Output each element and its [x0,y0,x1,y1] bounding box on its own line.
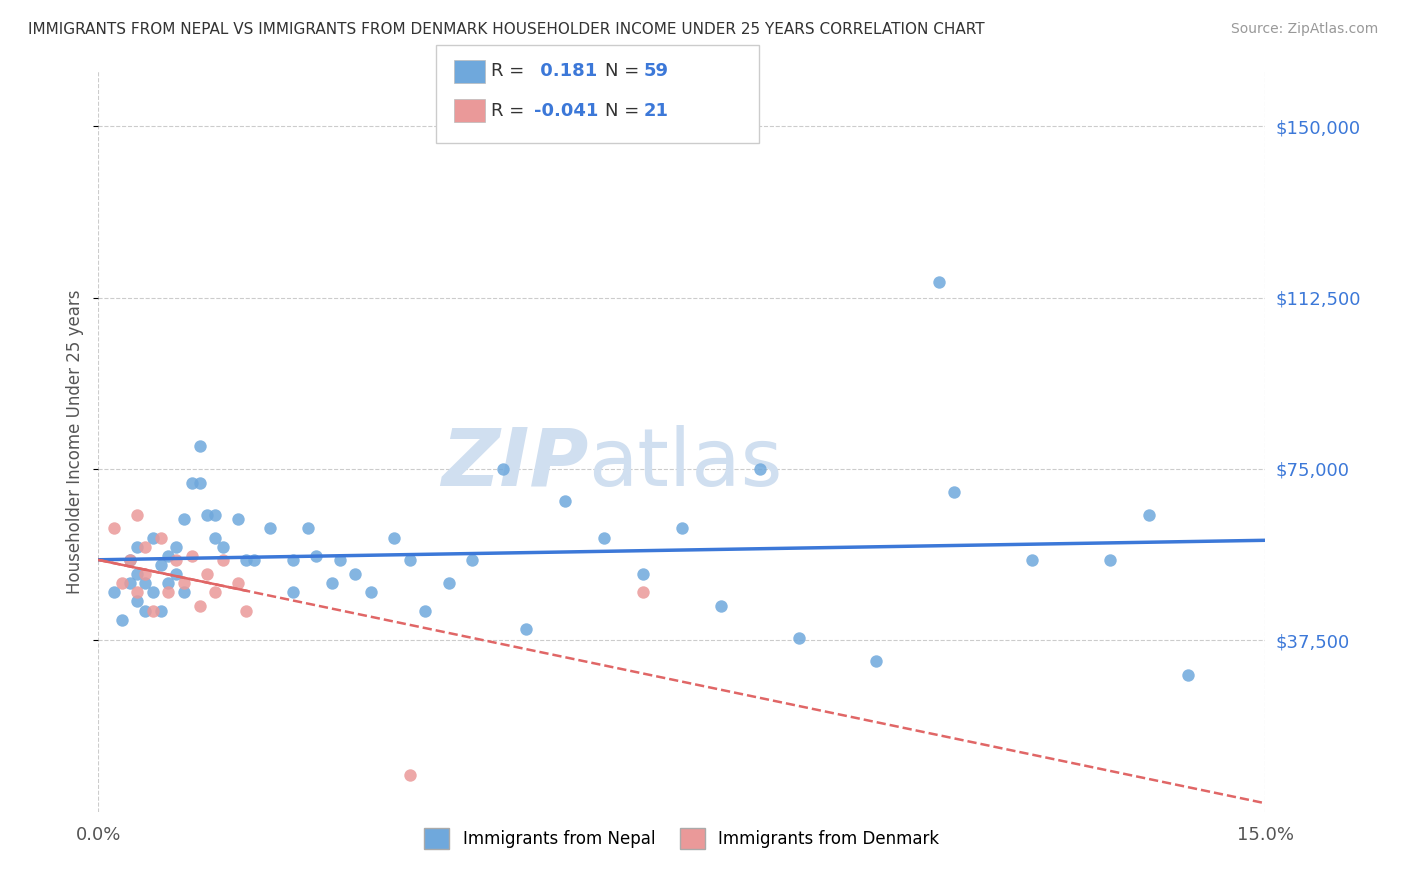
Point [157,549,180,563]
Text: Source: ZipAtlas.com: Source: ZipAtlas.com [1230,22,1378,37]
Point [149,558,172,572]
Point [928,275,950,289]
Point [943,484,966,499]
Point [195,567,218,582]
Point [461,553,484,567]
Point [748,462,770,476]
Point [127,594,149,608]
Point [413,604,436,618]
Point [398,768,420,782]
Text: atlas: atlas [589,425,783,503]
Point [118,553,141,567]
Text: 59: 59 [644,62,669,80]
Point [118,576,141,591]
Point [134,540,156,554]
Point [157,585,180,599]
Point [188,475,211,490]
Point [228,576,250,591]
Point [259,521,281,535]
Point [127,567,149,582]
Point [111,613,134,627]
Point [204,508,226,522]
Point [165,567,187,582]
Point [1177,667,1199,681]
Point [437,576,460,591]
Point [1098,553,1121,567]
Point [195,508,218,522]
Point [360,585,382,599]
Text: N =: N = [605,102,638,120]
Point [173,576,195,591]
Point [173,512,195,526]
Point [212,540,235,554]
Text: 0.181: 0.181 [534,62,598,80]
Point [127,508,149,522]
Point [1137,508,1160,522]
Point [149,604,172,618]
Point [554,494,576,508]
Text: IMMIGRANTS FROM NEPAL VS IMMIGRANTS FROM DENMARK HOUSEHOLDER INCOME UNDER 25 YEA: IMMIGRANTS FROM NEPAL VS IMMIGRANTS FROM… [28,22,984,37]
Point [305,549,328,563]
Point [243,553,266,567]
Point [204,585,226,599]
Text: ZIP: ZIP [441,425,589,503]
Point [103,521,125,535]
Point [149,531,172,545]
Y-axis label: Householder Income Under 25 years: Householder Income Under 25 years [66,289,84,594]
Point [631,567,654,582]
Point [127,585,149,599]
Point [165,553,187,567]
Point [382,531,405,545]
Text: N =: N = [605,62,638,80]
Point [134,567,156,582]
Point [631,585,654,599]
Point [235,553,257,567]
Text: 21: 21 [644,102,669,120]
Point [398,553,420,567]
Point [127,540,149,554]
Point [134,576,156,591]
Point [1021,553,1043,567]
Point [111,576,134,591]
Point [180,475,202,490]
Point [787,631,810,645]
Point [165,540,187,554]
Point [157,576,180,591]
Point [865,654,887,668]
Point [321,576,343,591]
Text: -0.041: -0.041 [534,102,599,120]
Point [118,553,141,567]
Point [180,549,202,563]
Point [710,599,733,613]
Point [593,531,616,545]
Text: R =: R = [491,102,524,120]
Point [142,585,165,599]
Point [492,462,515,476]
Point [142,604,165,618]
Point [188,599,211,613]
Point [235,604,257,618]
Point [212,553,235,567]
Text: R =: R = [491,62,524,80]
Point [173,585,195,599]
Point [515,622,537,636]
Point [329,553,352,567]
Legend: Immigrants from Nepal, Immigrants from Denmark: Immigrants from Nepal, Immigrants from D… [418,822,946,855]
Point [103,585,125,599]
Point [297,521,319,535]
Point [281,553,304,567]
Point [281,585,304,599]
Point [142,531,165,545]
Point [134,604,156,618]
Point [671,521,693,535]
Point [228,512,250,526]
Point [188,439,211,453]
Point [344,567,367,582]
Point [204,531,226,545]
